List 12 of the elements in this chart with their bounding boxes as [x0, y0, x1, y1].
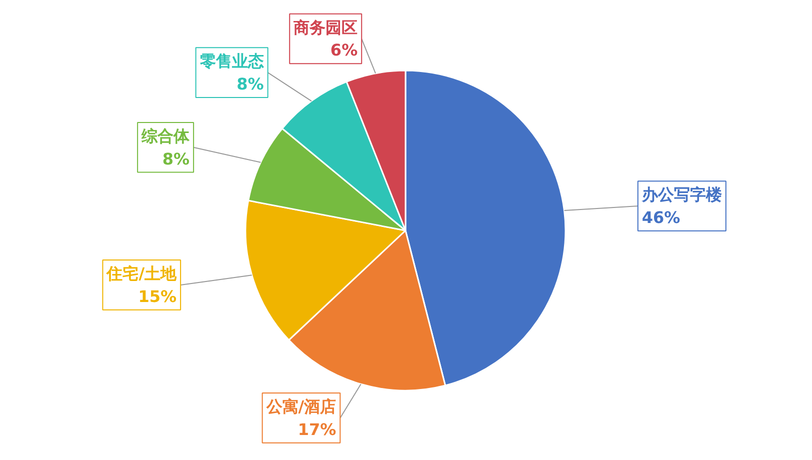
data-label: 6%: [330, 40, 358, 60]
data-label: 8%: [162, 149, 190, 168]
slice-label: 商务园区: [292, 18, 358, 37]
slice-label: 办公写字楼: [640, 185, 723, 204]
slice-label: 综合体: [140, 126, 191, 146]
data-label: 15%: [138, 286, 177, 306]
slice-label: 零售业态: [198, 52, 264, 71]
slice-label: 住宅/土地: [106, 264, 178, 284]
data-label: 17%: [298, 420, 336, 439]
data-label: 46%: [642, 208, 680, 227]
data-label: 8%: [236, 74, 264, 94]
slice-label: 公寓/酒店: [265, 397, 336, 416]
